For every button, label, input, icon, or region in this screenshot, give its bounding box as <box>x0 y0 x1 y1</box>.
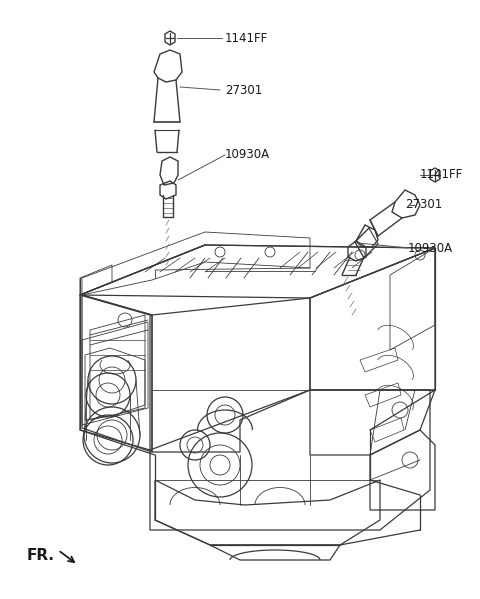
Text: 27301: 27301 <box>225 83 262 96</box>
Text: 1141FF: 1141FF <box>420 168 463 181</box>
Text: 27301: 27301 <box>405 198 442 211</box>
Text: FR.: FR. <box>27 547 55 562</box>
Text: 1141FF: 1141FF <box>225 32 268 44</box>
Text: 10930A: 10930A <box>408 241 453 255</box>
Text: 10930A: 10930A <box>225 149 270 162</box>
